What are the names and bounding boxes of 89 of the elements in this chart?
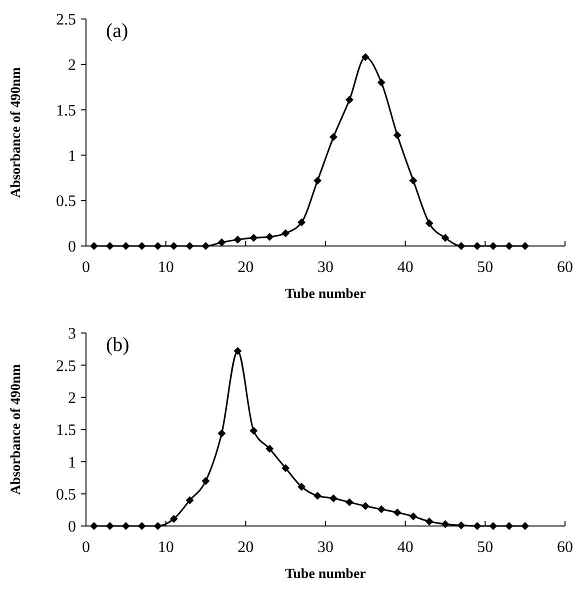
point bbox=[234, 236, 242, 244]
point bbox=[250, 426, 258, 435]
point bbox=[521, 522, 530, 530]
point bbox=[409, 176, 418, 185]
x-tick-label: 60 bbox=[557, 259, 573, 276]
point bbox=[393, 508, 402, 516]
point bbox=[298, 218, 306, 226]
point bbox=[345, 96, 354, 104]
y-tick-label: 0 bbox=[68, 518, 76, 536]
point bbox=[361, 502, 370, 510]
point bbox=[457, 521, 466, 530]
y-tick-label: 1 bbox=[68, 454, 76, 472]
x-tick-label: 0 bbox=[82, 539, 90, 556]
point bbox=[282, 229, 290, 238]
point bbox=[377, 78, 386, 87]
annotation: (b) bbox=[106, 334, 130, 356]
point bbox=[202, 476, 210, 485]
point bbox=[314, 176, 322, 185]
point bbox=[186, 496, 194, 504]
point bbox=[377, 505, 386, 514]
y-tick-label: 2.5 bbox=[56, 12, 76, 29]
point bbox=[250, 234, 258, 242]
point bbox=[298, 482, 306, 491]
point bbox=[489, 522, 498, 530]
point bbox=[441, 234, 450, 242]
annotation: (a) bbox=[106, 20, 128, 42]
point bbox=[457, 242, 466, 250]
point bbox=[266, 444, 274, 453]
y-tick-label: 2 bbox=[68, 390, 76, 407]
point bbox=[409, 512, 418, 520]
y-tick-label: 2 bbox=[68, 57, 76, 74]
point bbox=[170, 514, 178, 523]
point bbox=[425, 517, 434, 526]
x-tick-label: 30 bbox=[318, 539, 334, 556]
point bbox=[154, 522, 162, 530]
point bbox=[473, 242, 482, 250]
y-tick-label: 0 bbox=[68, 238, 76, 256]
point bbox=[218, 238, 226, 246]
point bbox=[122, 522, 130, 530]
point bbox=[473, 522, 482, 530]
y-tick-label: 2.5 bbox=[56, 358, 76, 375]
point bbox=[425, 219, 434, 228]
x-tick-label: 30 bbox=[318, 259, 334, 276]
point bbox=[138, 242, 146, 250]
point bbox=[361, 53, 370, 62]
y-tick-label: 0.5 bbox=[56, 486, 76, 504]
y-tick-label: 1.5 bbox=[56, 102, 76, 120]
point bbox=[505, 242, 514, 250]
point bbox=[266, 232, 274, 241]
point bbox=[106, 522, 114, 530]
point bbox=[90, 242, 98, 250]
point bbox=[329, 133, 338, 142]
point bbox=[345, 498, 354, 506]
point bbox=[489, 242, 498, 250]
x-axis-title: Tube number bbox=[285, 567, 366, 582]
point bbox=[154, 242, 162, 250]
point bbox=[218, 429, 226, 438]
y-tick-label: 1 bbox=[68, 148, 76, 165]
x-axis-title: Tube number bbox=[285, 287, 366, 302]
point bbox=[521, 242, 530, 250]
point bbox=[186, 242, 194, 250]
x-tick-label: 50 bbox=[477, 259, 494, 276]
point bbox=[329, 494, 338, 502]
point bbox=[314, 492, 322, 500]
point bbox=[393, 131, 402, 140]
point bbox=[90, 522, 98, 530]
y-axis-title: Absorbance of 490nm bbox=[9, 364, 24, 495]
point bbox=[138, 522, 146, 530]
point bbox=[505, 522, 514, 530]
x-tick-label: 20 bbox=[238, 539, 254, 556]
x-tick-label: 20 bbox=[238, 259, 254, 276]
point bbox=[234, 347, 242, 356]
x-tick-label: 10 bbox=[158, 259, 174, 276]
y-tick-label: 0.5 bbox=[56, 193, 76, 210]
x-tick-label: 60 bbox=[557, 539, 573, 556]
point bbox=[282, 464, 290, 472]
point bbox=[441, 520, 450, 528]
point bbox=[106, 242, 114, 250]
x-tick-label: 40 bbox=[397, 259, 414, 276]
y-axis-title: Absorbance of 490nm bbox=[9, 66, 24, 198]
x-tick-label: 0 bbox=[82, 259, 90, 276]
point bbox=[122, 242, 130, 250]
y-tick-label: 1.5 bbox=[56, 422, 76, 440]
x-tick-label: 50 bbox=[477, 539, 494, 556]
y-tick-label: 3 bbox=[68, 326, 76, 343]
point bbox=[170, 242, 178, 250]
x-tick-label: 10 bbox=[158, 539, 174, 556]
point bbox=[202, 242, 210, 250]
x-tick-label: 40 bbox=[397, 539, 414, 556]
